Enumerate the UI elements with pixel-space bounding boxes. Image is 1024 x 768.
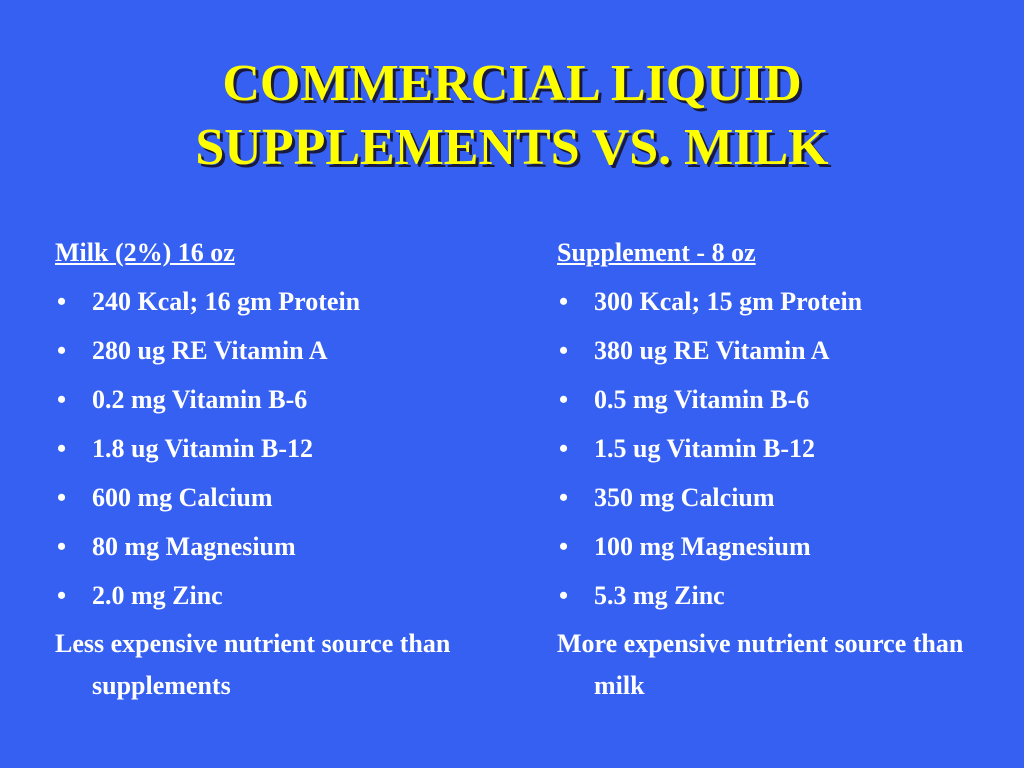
bullet-item: 0.5 mg Vitamin B-6: [557, 375, 997, 424]
bullet-item: 350 mg Calcium: [557, 473, 997, 522]
column-note: Less expensive nutrient source than supp…: [55, 629, 451, 700]
bullet-item: 1.5 ug Vitamin B-12: [557, 424, 997, 473]
bullet-item: 0.2 mg Vitamin B-6: [55, 375, 495, 424]
bullet-item: 240 Kcal; 16 gm Protein: [55, 277, 495, 326]
column-heading: Supplement - 8 oz: [557, 238, 756, 267]
bullet-item: 600 mg Calcium: [55, 473, 495, 522]
bullet-item: 380 ug RE Vitamin A: [557, 326, 997, 375]
bullet-item: 1.8 ug Vitamin B-12: [55, 424, 495, 473]
bullet-item: 80 mg Magnesium: [55, 522, 495, 571]
bullet-item: 2.0 mg Zinc: [55, 571, 495, 620]
bullet-item: 300 Kcal; 15 gm Protein: [557, 277, 997, 326]
title-line: SUPPLEMENTS VS. MILK: [195, 119, 829, 176]
column-heading: Milk (2%) 16 oz: [55, 238, 235, 267]
slide-title: COMMERCIAL LIQUID SUPPLEMENTS VS. MILK: [0, 52, 1024, 180]
bullet-item: 5.3 mg Zinc: [557, 571, 997, 620]
bullet-item: 280 ug RE Vitamin A: [55, 326, 495, 375]
title-line: COMMERCIAL LIQUID: [222, 55, 802, 112]
column-note: More expensive nutrient source than milk: [557, 629, 964, 700]
bullet-item: 100 mg Magnesium: [557, 522, 997, 571]
column: Milk (2%) 16 oz 240 Kcal; 16 gm Protein28…: [55, 228, 495, 707]
column: Supplement - 8 oz 300 Kcal; 15 gm Protein…: [557, 228, 997, 707]
